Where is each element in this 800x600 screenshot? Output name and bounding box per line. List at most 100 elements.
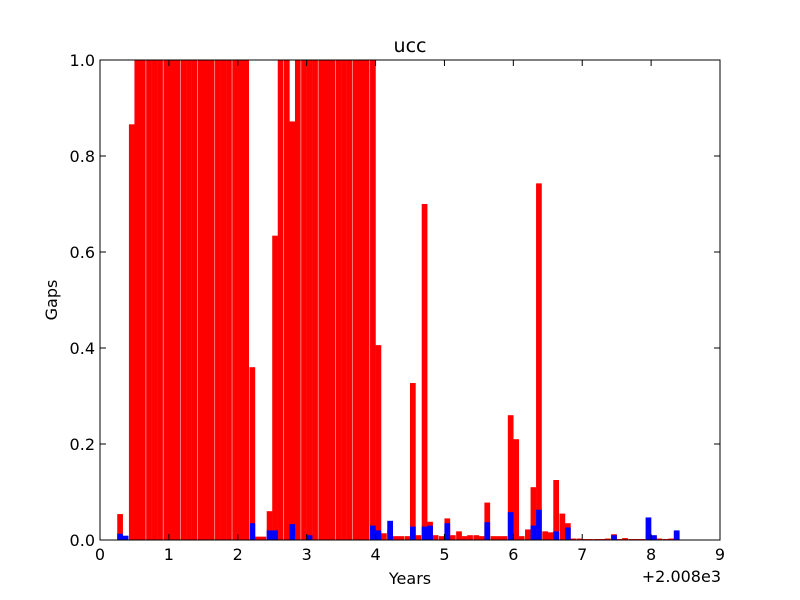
bar-red-54	[432, 535, 439, 540]
bar-blue-22	[651, 535, 657, 540]
chart-title: ucc	[394, 35, 427, 57]
bar-red-67	[507, 415, 514, 540]
bar-blue-17	[536, 509, 542, 540]
bar-red-20	[237, 60, 244, 540]
x-tick-label-3: 3	[302, 545, 312, 564]
bar-blue-15	[507, 512, 514, 540]
bar-red-59	[461, 536, 468, 540]
bar-red-43	[370, 60, 376, 540]
bar-red-42	[363, 60, 370, 540]
bar-red-69	[518, 536, 525, 540]
bar-red-32	[306, 60, 313, 540]
bar-red-7	[163, 60, 170, 540]
y-tick-label-5: 1.0	[70, 51, 95, 70]
bar-blue-7	[370, 525, 376, 540]
bar-red-63	[484, 502, 491, 540]
x-tick-label-5: 5	[439, 545, 449, 564]
bar-red-75	[553, 480, 560, 540]
bar-red-93	[656, 538, 663, 540]
bar-blue-19	[565, 527, 571, 540]
bar-blue-6	[306, 535, 313, 540]
bar-blue-4	[272, 530, 278, 540]
bar-red-25	[266, 511, 273, 540]
bar-red-23	[255, 536, 261, 540]
bar-red-71	[530, 487, 537, 540]
bar-red-11	[186, 60, 192, 540]
bar-red-39	[346, 60, 353, 540]
bar-blue-20	[611, 535, 617, 540]
bar-blue-2	[249, 523, 256, 540]
bar-red-73	[542, 531, 548, 540]
bar-red-34	[318, 60, 325, 540]
bar-blue-3	[266, 530, 273, 540]
bar-red-28	[283, 60, 290, 540]
bar-red-33	[312, 60, 318, 540]
y-axis-label: Gaps	[42, 280, 61, 321]
bar-red-79	[576, 538, 583, 540]
x-tick-label-4: 4	[370, 545, 380, 564]
y-tick-label-4: 0.8	[70, 147, 95, 166]
y-axis-ticks: 0.0 0.2 0.4 0.6 0.8 1.0	[70, 51, 720, 550]
x-tick-label-0: 0	[95, 545, 105, 564]
bar-red-45	[381, 533, 387, 540]
bar-red-57	[449, 535, 456, 540]
bar-red-50	[410, 383, 416, 540]
bar-red-47	[392, 536, 399, 540]
bar-red-52	[421, 204, 428, 540]
bar-red-58	[456, 531, 462, 540]
bar-red-6	[157, 60, 163, 540]
bar-blue-8	[375, 530, 382, 540]
bar-red-72	[536, 183, 542, 541]
bar-red-74	[547, 532, 554, 540]
bar-red-24	[260, 536, 267, 540]
bar-red-61	[473, 535, 480, 540]
x-tick-label-7: 7	[577, 545, 587, 564]
bar-blue-10	[410, 526, 416, 540]
bar-blue-13	[444, 523, 451, 540]
bar-blue-23	[673, 530, 680, 540]
bar-red-14	[203, 60, 210, 540]
bar-red-38	[341, 60, 347, 540]
bar-red-87	[622, 538, 628, 540]
bar-red-68	[513, 439, 520, 540]
bar-red-65	[496, 536, 502, 540]
bar-red-3	[139, 60, 146, 540]
x-tick-label-8: 8	[646, 545, 656, 564]
y-tick-label-2: 0.4	[70, 339, 95, 358]
bar-red-70	[525, 529, 531, 540]
bar-red-55	[438, 536, 445, 540]
bar-red-29	[289, 121, 296, 540]
x-tick-label-9: 9	[715, 545, 725, 564]
bar-red-40	[352, 60, 359, 540]
bar-red-48	[398, 536, 405, 540]
bar-red-15	[208, 60, 215, 540]
bar-blue-9	[387, 520, 393, 540]
bar-red-76	[559, 513, 566, 540]
y-tick-label-1: 0.2	[70, 435, 95, 454]
x-tick-label-1: 1	[164, 545, 174, 564]
bar-red-66	[501, 536, 508, 540]
x-tick-label-6: 6	[508, 545, 518, 564]
bar-red-37	[335, 60, 342, 540]
series-blue-bars	[117, 509, 680, 540]
bar-red-8	[168, 60, 175, 540]
bar-red-26	[272, 235, 278, 540]
bar-blue-21	[645, 517, 652, 540]
bar-red-1	[128, 124, 135, 540]
bar-blue-18	[553, 531, 560, 540]
series-red-bars	[117, 60, 680, 541]
bar-red-5	[151, 60, 158, 540]
x-axis-ticks: 0 1 2 3 4 5 6 7 8 9	[95, 60, 725, 564]
bar-red-84	[604, 538, 611, 540]
bar-red-19	[232, 60, 238, 540]
bar-red-22	[249, 367, 256, 540]
x-tick-label-2: 2	[233, 545, 243, 564]
bar-blue-11	[421, 526, 428, 540]
bar-red-4	[146, 60, 152, 540]
bar-red-35	[323, 60, 330, 540]
bar-red-0	[117, 514, 123, 540]
bar-blue-1	[122, 535, 129, 540]
bar-red-13	[197, 60, 204, 540]
bar-red-27	[277, 60, 284, 540]
